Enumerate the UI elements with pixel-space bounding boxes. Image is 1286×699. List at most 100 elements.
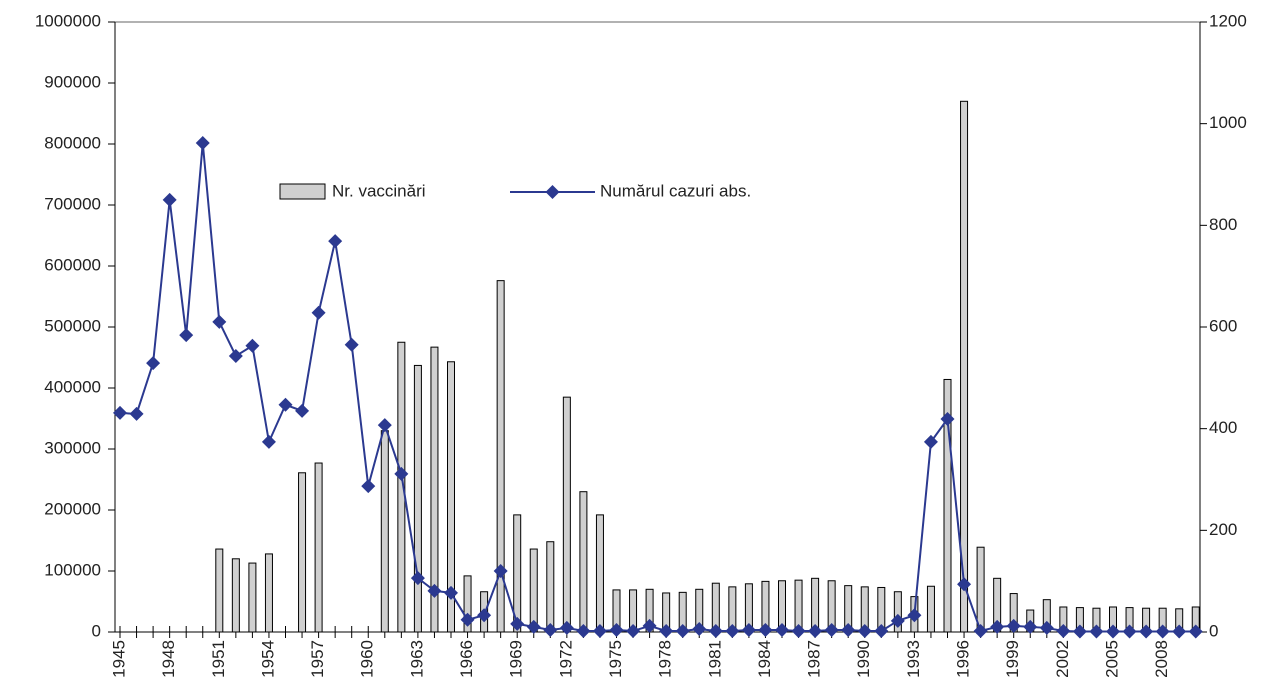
marker <box>195 135 210 150</box>
x-tick-label: 2008 <box>1152 640 1171 678</box>
x-tick-label: 1966 <box>457 640 476 678</box>
y-tick-label: 1000000 <box>35 11 101 30</box>
marker <box>741 622 756 637</box>
marker <box>609 622 624 637</box>
marker <box>1188 624 1203 639</box>
marker <box>626 623 641 638</box>
x-tick-label: 2005 <box>1102 640 1121 678</box>
y2-tick-label: 600 <box>1209 316 1237 335</box>
x-tick-label: 1990 <box>854 640 873 678</box>
marker <box>808 623 823 638</box>
x-tick-label: 1978 <box>656 640 675 678</box>
marker <box>791 623 806 638</box>
marker <box>857 623 872 638</box>
marker <box>162 192 177 207</box>
bar <box>579 491 588 633</box>
marker <box>990 619 1005 634</box>
marker <box>824 622 839 637</box>
marker <box>907 608 922 623</box>
x-tick-label: 1981 <box>705 640 724 678</box>
marker <box>410 571 425 586</box>
marker <box>659 623 674 638</box>
x-tick-label: 1999 <box>1003 640 1022 678</box>
marker <box>526 619 541 634</box>
marker <box>344 337 359 352</box>
x-tick-label: 1948 <box>159 640 178 678</box>
marker <box>361 479 376 494</box>
bar <box>430 346 439 633</box>
marker <box>460 612 475 627</box>
x-tick-label: 1984 <box>755 640 774 678</box>
marker <box>295 403 310 418</box>
x-tick-label: 1957 <box>308 640 327 678</box>
marker <box>377 418 392 433</box>
marker <box>874 623 889 638</box>
marker <box>576 623 591 638</box>
marker <box>841 622 856 637</box>
x-tick-label: 1969 <box>507 640 526 678</box>
bar <box>231 558 240 633</box>
marker <box>477 608 492 623</box>
marker <box>708 623 723 638</box>
marker <box>923 434 938 449</box>
y2-tick-label: 0 <box>1209 621 1218 640</box>
marker <box>228 348 243 363</box>
marker <box>129 406 144 421</box>
marker <box>692 621 707 636</box>
x-tick-label: 1945 <box>109 640 128 678</box>
x-tick-label: 1993 <box>904 640 923 678</box>
legend-swatch-bar <box>279 183 326 200</box>
bar <box>496 280 505 633</box>
marker <box>278 397 293 412</box>
bar <box>513 514 522 633</box>
x-tick-label: 1954 <box>258 640 277 678</box>
x-tick-label: 1963 <box>407 640 426 678</box>
marker <box>1155 624 1170 639</box>
marker <box>559 620 574 635</box>
y-tick-label: 200000 <box>44 499 101 518</box>
marker <box>642 618 657 633</box>
y-tick-label: 0 <box>92 621 101 640</box>
bar <box>413 364 422 633</box>
bar <box>893 591 902 633</box>
marker <box>940 412 955 427</box>
marker <box>261 434 276 449</box>
legend-label: Numărul cazuri abs. <box>600 181 751 200</box>
y2-tick-label: 200 <box>1209 520 1237 539</box>
marker <box>1139 624 1154 639</box>
marker <box>510 616 525 631</box>
bar <box>529 548 538 633</box>
marker <box>1089 624 1104 639</box>
bar <box>397 341 406 633</box>
legend-marker <box>545 185 560 199</box>
y2-tick-label: 1200 <box>1209 11 1247 30</box>
marker <box>973 623 988 638</box>
x-tick-label: 1975 <box>606 640 625 678</box>
bar <box>248 562 257 633</box>
y2-tick-label: 1000 <box>1209 113 1247 132</box>
bar <box>595 514 604 633</box>
line <box>119 142 1196 633</box>
marker <box>146 356 161 371</box>
marker <box>328 234 343 249</box>
bar <box>215 548 224 633</box>
marker <box>113 405 127 420</box>
marker <box>179 328 194 343</box>
legend-label: Nr. vaccinări <box>332 181 426 200</box>
y-tick-label: 500000 <box>44 316 101 335</box>
marker <box>493 564 508 578</box>
marker <box>1023 619 1038 634</box>
marker <box>1039 620 1054 635</box>
marker <box>311 305 326 320</box>
bar <box>463 575 472 633</box>
y-tick-label: 300000 <box>44 438 101 457</box>
marker <box>1122 624 1137 639</box>
marker <box>758 622 773 637</box>
bar <box>811 577 820 633</box>
y-tick-label: 100000 <box>44 560 101 579</box>
marker <box>725 623 740 638</box>
marker <box>212 314 227 329</box>
marker <box>890 613 905 628</box>
bar <box>943 378 952 633</box>
